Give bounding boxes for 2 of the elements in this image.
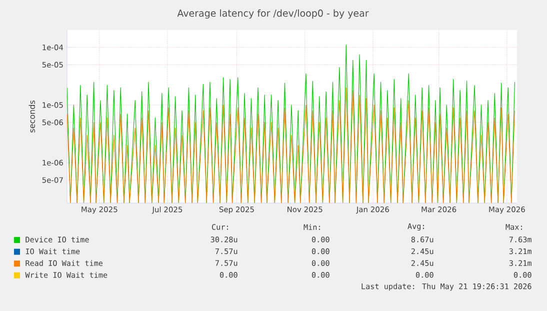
chart-title: Average latency for /dev/loop0 - by year <box>177 9 369 19</box>
y-axis-title: seconds <box>28 100 35 132</box>
